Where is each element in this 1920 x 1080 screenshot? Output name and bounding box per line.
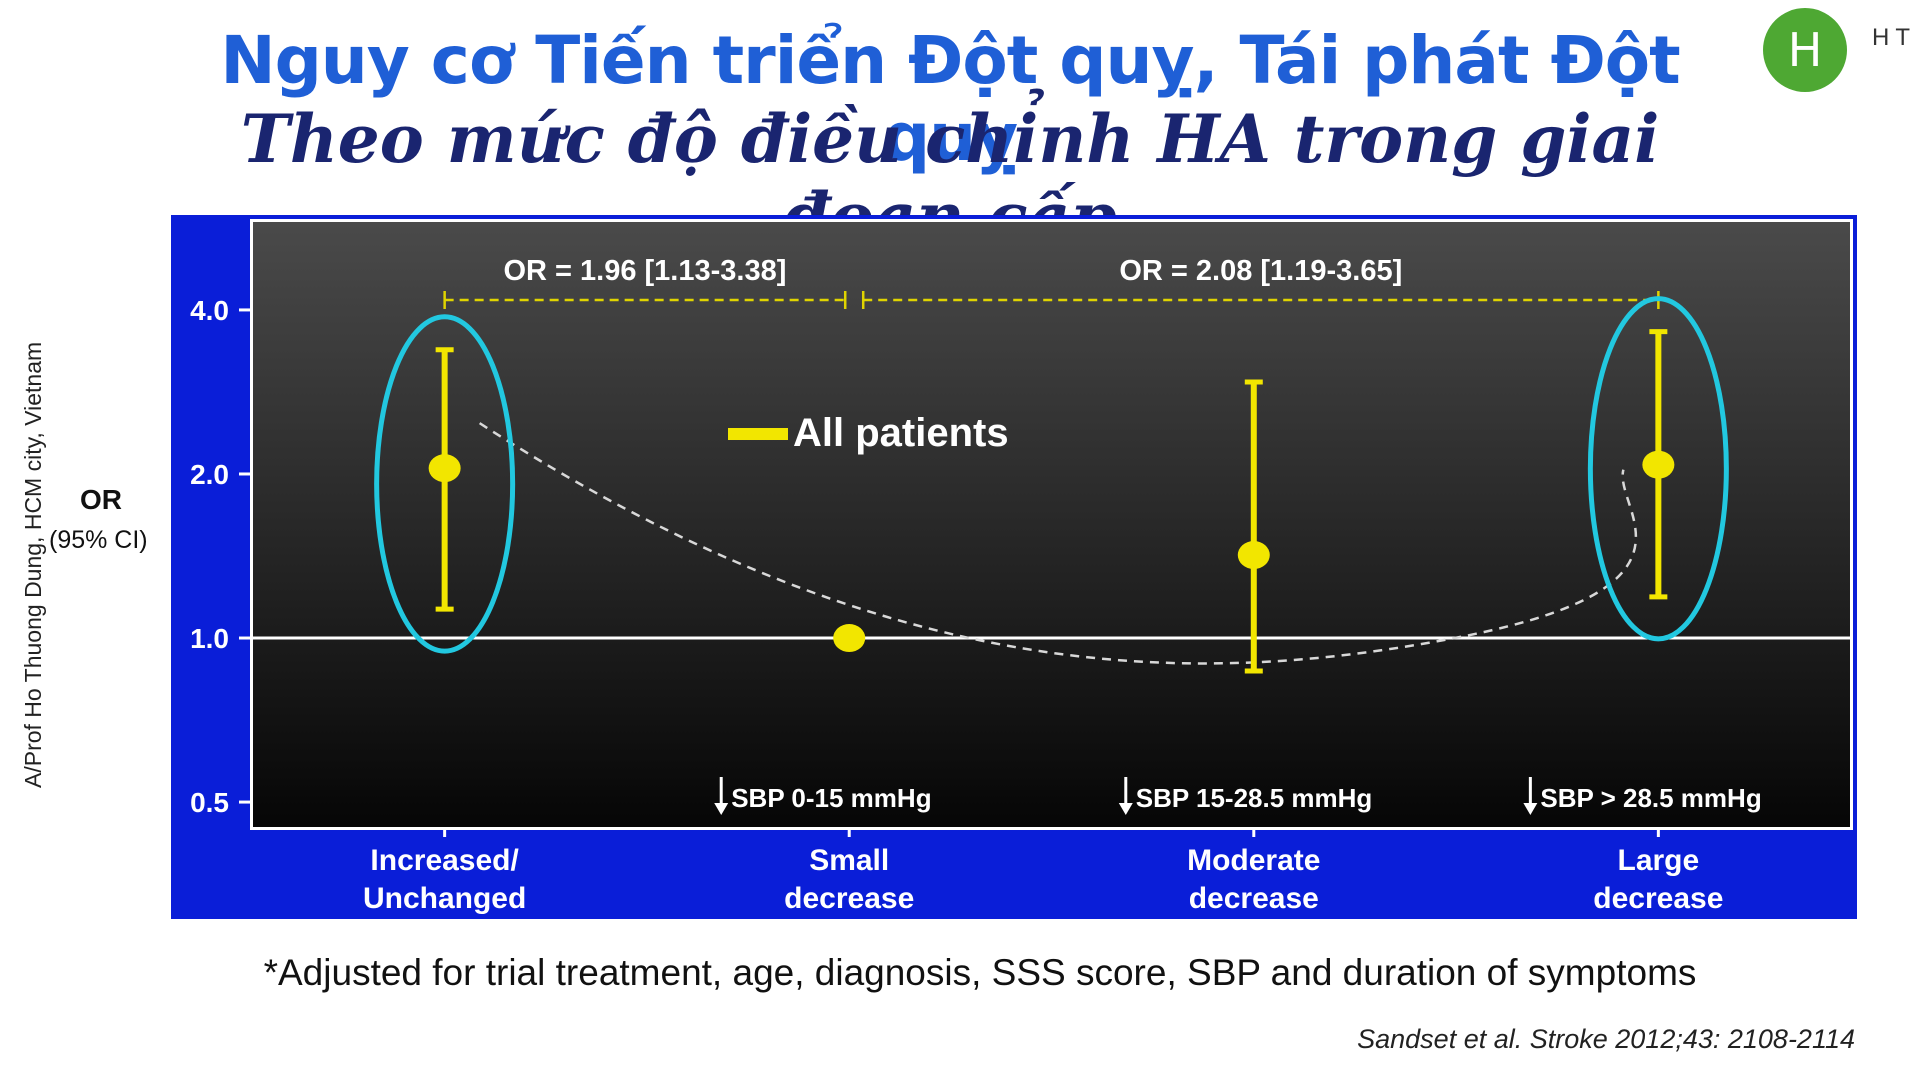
highlight-ellipse <box>374 314 516 654</box>
logo-icon: H <box>1763 8 1847 92</box>
sbp-label: SBP 0-15 mmHg <box>731 783 931 813</box>
x-category-label: Unchanged <box>363 882 526 915</box>
sbp-label: SBP 15-28.5 mmHg <box>1136 783 1373 813</box>
slide-title: Nguy cơ Tiến triển Đột quỵ, Tái phát Đột… <box>220 22 1680 176</box>
y-tick-label: 0.5 <box>190 787 229 818</box>
or-point <box>428 454 461 483</box>
y-tick-label: 1.0 <box>190 623 229 654</box>
y-axis-label: OR <box>80 484 122 515</box>
x-category-label: Moderate <box>1187 844 1320 877</box>
or-point <box>833 624 866 653</box>
logo-text: HT <box>1872 24 1916 51</box>
or-point <box>1642 450 1675 479</box>
x-category-label: decrease <box>784 882 914 915</box>
footnote: *Adjusted for trial treatment, age, diag… <box>263 952 1697 993</box>
trend-curve <box>478 422 1638 665</box>
x-category-label: Large <box>1618 844 1700 877</box>
x-category-label: Small <box>809 844 889 877</box>
plot-area <box>253 222 1850 827</box>
sbp-label: SBP > 28.5 mmHg <box>1540 783 1761 813</box>
highlight-ellipse <box>1587 296 1729 642</box>
x-category-label: decrease <box>1593 882 1723 915</box>
down-arrow-head <box>714 803 729 815</box>
forest-chart: 0.5 1.0 2.0 4.0 OR = 1.96 [1.13-3.38] OR = 2.… <box>171 215 1857 919</box>
down-arrow-head <box>1118 803 1133 815</box>
legend-label: All patients <box>793 411 1009 455</box>
comparison-label: OR = 1.96 [1.13-3.38] <box>503 255 786 287</box>
citation: Sandset et al. Stroke 2012;43: 2108-2114 <box>1357 1024 1855 1054</box>
down-arrow-head <box>1523 803 1538 815</box>
x-category-label: decrease <box>1189 882 1319 915</box>
y-tick-label: 4.0 <box>190 295 229 326</box>
or-point <box>1237 541 1270 570</box>
y-tick-label: 2.0 <box>190 459 229 490</box>
y-axis-sublabel: (95% CI) <box>49 526 148 554</box>
x-category-label: Increased/ <box>370 844 519 877</box>
legend-swatch <box>728 428 788 440</box>
comparison-label: OR = 2.08 [1.19-3.65] <box>1119 255 1402 287</box>
author-credit: A/Prof Ho Thuong Dung, HCM city, Vietnam <box>20 341 46 788</box>
